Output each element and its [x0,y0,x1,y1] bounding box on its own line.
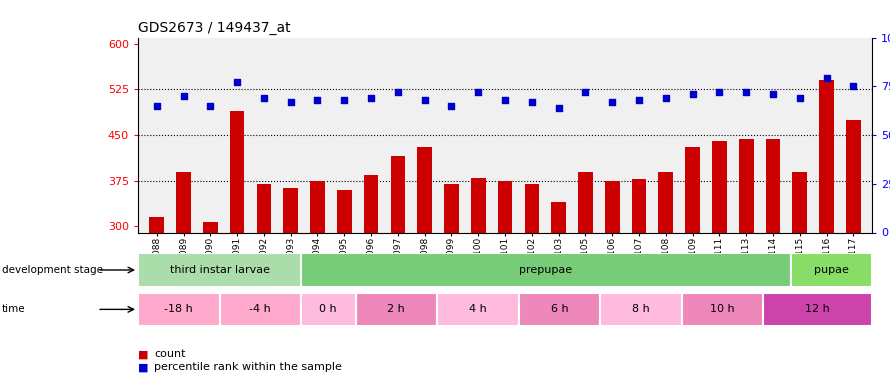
Text: -4 h: -4 h [249,304,271,314]
Point [176,93,190,99]
Text: third instar larvae: third instar larvae [169,265,270,275]
Bar [820,80,834,375]
Point [846,83,861,89]
Text: ■: ■ [138,363,152,372]
Bar [301,292,355,326]
Point [284,99,298,105]
Bar [498,181,513,375]
Bar [471,178,486,375]
Bar [220,292,301,326]
Bar [355,292,437,326]
Bar [138,292,220,326]
Text: pupae: pupae [814,265,849,275]
Point [311,97,325,103]
Bar [682,292,764,326]
Bar [364,175,378,375]
Point [712,89,726,95]
Point [417,97,432,103]
Point [498,97,513,103]
Text: 6 h: 6 h [551,304,569,314]
Point [793,95,807,101]
Text: 2 h: 2 h [387,304,405,314]
Point [739,89,753,95]
Text: percentile rank within the sample: percentile rank within the sample [154,363,342,372]
Bar [138,253,301,287]
Bar [605,181,619,375]
Text: 4 h: 4 h [469,304,487,314]
Bar [391,156,405,375]
Point [605,99,619,105]
Bar [203,222,218,375]
Point [766,91,781,97]
Bar [600,292,682,326]
Point [471,89,485,95]
Bar [659,172,673,375]
Text: 0 h: 0 h [320,304,337,314]
Bar [551,202,566,375]
Bar [846,120,861,375]
Bar [283,188,298,375]
Bar [301,253,790,287]
Bar [256,184,271,375]
Point [391,89,405,95]
Text: -18 h: -18 h [165,304,193,314]
Point [659,95,673,101]
Text: development stage: development stage [2,265,102,275]
Bar [150,217,164,375]
Point [820,75,834,81]
Point [203,103,217,109]
Point [525,99,539,105]
Bar [444,184,459,375]
Text: count: count [154,350,185,359]
Bar [337,190,352,375]
Bar [632,179,646,375]
Point [685,91,700,97]
Text: time: time [2,304,26,314]
Bar [712,141,727,375]
Bar [519,292,600,326]
Bar [790,253,872,287]
Point [230,80,244,86]
Point [337,97,352,103]
Bar [310,181,325,375]
Bar [764,292,872,326]
Text: prepupae: prepupae [519,265,572,275]
Bar [765,139,781,375]
Text: GDS2673 / 149437_at: GDS2673 / 149437_at [138,21,290,35]
Text: 12 h: 12 h [805,304,830,314]
Point [552,105,566,111]
Bar [176,172,190,375]
Point [632,97,646,103]
Point [150,103,164,109]
Bar [230,111,245,375]
Point [364,95,378,101]
Bar [578,172,593,375]
Bar [792,172,807,375]
Point [444,103,458,109]
Point [578,89,593,95]
Bar [437,292,519,326]
Bar [524,184,539,375]
Bar [739,139,754,375]
Text: 10 h: 10 h [710,304,735,314]
Text: 8 h: 8 h [632,304,650,314]
Bar [685,147,700,375]
Text: ■: ■ [138,350,152,359]
Point [257,95,271,101]
Bar [417,147,432,375]
